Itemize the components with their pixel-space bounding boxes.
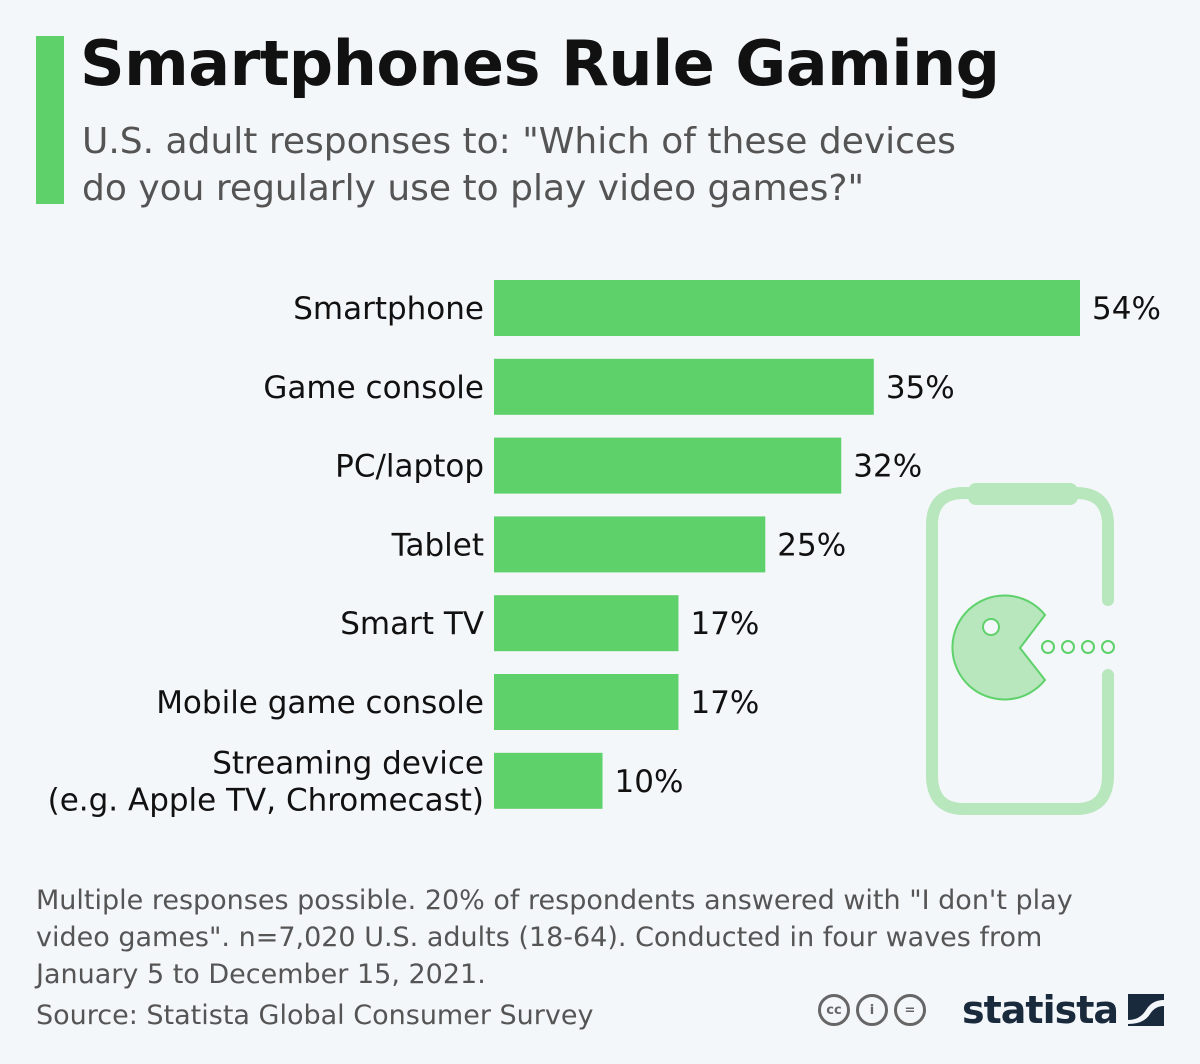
- bar-chart: 54% Smartphone 35% Game console 32% PC/laptop…: [48, 280, 1161, 818]
- bar-6: [494, 752, 603, 809]
- statista-logo[interactable]: statista: [962, 988, 1165, 1032]
- pellet-icons: [1041, 640, 1115, 654]
- bar-5: [494, 674, 679, 730]
- source-line: Source: Statista Global Consumer Survey: [36, 1000, 594, 1031]
- category-label-2: PC/laptop: [335, 449, 484, 485]
- value-label-4: 17%: [690, 606, 759, 642]
- bar-0: [494, 280, 1080, 336]
- value-label-0: 54%: [1092, 291, 1161, 327]
- by-icon[interactable]: i: [856, 994, 888, 1026]
- bar-4: [494, 595, 679, 652]
- category-label-0: Smartphone: [293, 291, 484, 327]
- category-label-1: Game console: [263, 370, 484, 406]
- statista-mark-icon: [1128, 994, 1165, 1026]
- pacman-icon: [951, 594, 1047, 701]
- bar-2: [494, 437, 842, 494]
- category-label-6-line-0: Streaming device: [212, 745, 484, 781]
- category-label-4: Smart TV: [340, 606, 484, 642]
- smartphone-pacman-icon: [926, 483, 1115, 815]
- category-label-3: Tablet: [391, 527, 484, 563]
- license-icons: cc i =: [818, 994, 926, 1026]
- accent-bar: [36, 36, 64, 204]
- brand-name: statista: [962, 988, 1119, 1032]
- phone-outline: [926, 487, 1114, 815]
- bar-1: [494, 358, 874, 415]
- value-label-2: 32%: [853, 449, 922, 485]
- category-label-5: Mobile game console: [156, 685, 484, 721]
- cc-icon[interactable]: cc: [818, 994, 850, 1026]
- chart-subtitle: U.S. adult responses to: "Which of these…: [82, 121, 956, 209]
- pacman-eye-icon: [982, 618, 1000, 636]
- bar-3: [494, 516, 766, 573]
- nd-icon[interactable]: =: [894, 994, 926, 1026]
- value-label-6: 10%: [615, 764, 684, 800]
- value-label-3: 25%: [777, 527, 846, 563]
- category-label-6-line-1: (e.g. Apple TV, Chromecast): [48, 782, 484, 818]
- chart-title: Smartphones Rule Gaming: [80, 27, 1000, 100]
- phone-notch: [968, 483, 1078, 505]
- value-label-1: 35%: [886, 370, 955, 406]
- footnote: Multiple responses possible. 20% of resp…: [36, 885, 1073, 990]
- value-label-5: 17%: [690, 685, 759, 721]
